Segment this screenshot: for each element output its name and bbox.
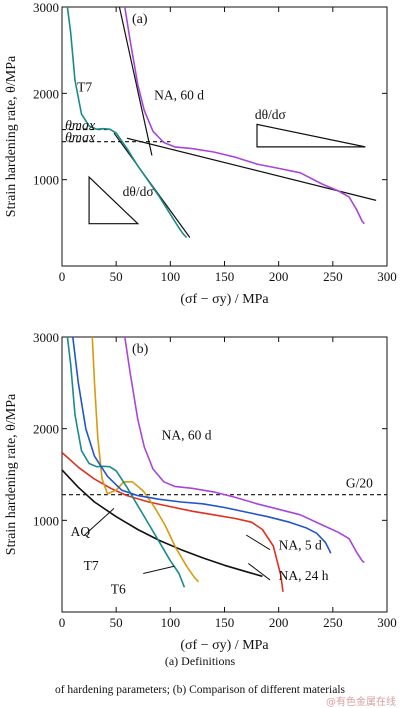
y-tick-label: 2000: [33, 422, 59, 437]
annotation-na-60-d: NA, 60 d: [162, 428, 212, 443]
x-tick-label: 50: [110, 615, 123, 630]
annotation-t6: T6: [111, 582, 126, 597]
annotation-max: θmax: [65, 119, 96, 134]
x-tick-label: 200: [269, 269, 289, 284]
annotation-max: θmax: [65, 131, 96, 146]
panel-label: (a): [132, 12, 148, 27]
x-tick-label: 0: [59, 269, 66, 284]
series-line-na-5-d: [72, 337, 332, 554]
x-tick-label: 150: [215, 269, 235, 284]
figure-caption-line-2: of hardening parameters; (b) Comparison …: [54, 684, 346, 696]
x-axis-label: (σf − σy) / MPa: [180, 638, 269, 653]
x-tick-label: 250: [323, 269, 343, 284]
x-axis-label: (σf − σy) / MPa: [180, 292, 269, 307]
y-tick-label: 3000: [33, 0, 59, 15]
series-line-t7: [66, 7, 188, 239]
y-tick-label: 1000: [33, 513, 59, 528]
annotation-t7: T7: [77, 80, 92, 95]
series-line-na-60-d: [124, 7, 365, 225]
panel-label: (b): [132, 342, 149, 357]
x-tick-label: 100: [161, 615, 181, 630]
series-line-t6: [66, 337, 186, 588]
plot-area: [62, 7, 377, 239]
tangent-line: [118, 7, 153, 156]
panel-b-chart: 0 50 100 150 200 250 300 1000 2000 3000 (σf − σy) …: [4, 330, 397, 653]
x-tick-label: 250: [323, 615, 343, 630]
x-tick-label: 100: [161, 269, 181, 284]
label-pointer: [143, 565, 175, 574]
y-axis-label: Strain hardening rate, θ/MPa: [4, 393, 19, 555]
label-pointer: [245, 534, 271, 551]
annotation-g-20: G/20: [346, 475, 373, 490]
plot-frame: [61, 336, 388, 613]
annotation-aq: AQ: [71, 524, 91, 539]
label-pointer: [248, 563, 271, 581]
annotation-na-5-d: NA, 5 d: [279, 538, 322, 553]
slope-triangle: [256, 123, 366, 148]
slope-triangle: [88, 175, 140, 225]
figure-caption-line-1: (a) Definitions: [164, 654, 236, 668]
x-tick-label: 300: [377, 269, 397, 284]
x-tick-label: 200: [269, 615, 289, 630]
y-tick-label: 1000: [33, 173, 59, 188]
annotation-d-d: dθ/dσ: [123, 184, 155, 199]
y-tick-label: 2000: [33, 86, 59, 101]
watermark: @有色金属在线: [326, 697, 396, 708]
panel-a-chart: 0 50 100 150 200 250 300 1000 2000 3000 (σf − σy) …: [4, 0, 397, 307]
plot-frame: [61, 6, 388, 267]
annotation-d-d: dθ/dσ: [255, 107, 287, 122]
x-tick-label: 150: [215, 615, 235, 630]
x-tick-label: 0: [59, 615, 66, 630]
x-tick-label: 50: [110, 269, 123, 284]
y-axis-label: Strain hardening rate, θ/MPa: [4, 55, 19, 217]
label-pointer: [83, 508, 115, 537]
series-line-t7: [91, 337, 200, 583]
x-tick-label: 300: [377, 615, 397, 630]
series-line-na-60-d: [124, 337, 365, 564]
annotation-na-24-h: NA, 24 h: [279, 568, 329, 583]
plot-area: [62, 337, 387, 592]
series-line-aq: [62, 469, 263, 578]
series-line-na-24-h: [62, 451, 284, 592]
annotation-na-60-d: NA, 60 d: [154, 87, 204, 102]
y-tick-label: 3000: [33, 330, 59, 345]
annotation-t7: T7: [84, 558, 99, 573]
